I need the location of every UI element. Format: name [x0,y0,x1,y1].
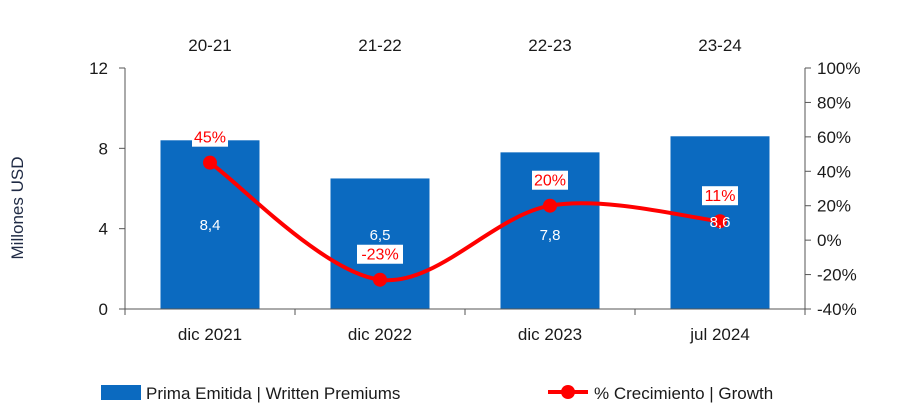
period-label: 23-24 [698,36,741,55]
period-label: 22-23 [528,36,571,55]
y-right-tick-label: 0% [817,231,842,250]
y-right-tick-label: 100% [817,59,860,78]
y-axis-title: Millones USD [8,157,27,260]
period-label: 21-22 [358,36,401,55]
y-left-tick-label: 4 [99,220,108,239]
legend-bar-label: Prima Emitida | Written Premiums [146,384,400,403]
bar-value-label: 8,4 [200,217,221,234]
bar-value-label: 7,8 [540,227,561,244]
growth-label-bg [532,170,568,190]
period-labels: 20-21 21-22 22-23 23-24 [188,36,741,55]
bar-value-label: 8,6 [710,214,731,231]
y-right-tick-label: 60% [817,128,851,147]
plot-area: 0 4 8 12 -40% -20% 0% 20% 40% 60% 80% 100% dic 2021 d… [89,59,860,344]
y-right-tick-label: 20% [817,197,851,216]
growth-label-bg [192,127,228,147]
x-tick-label: dic 2022 [348,325,412,344]
bar-2 [330,178,430,309]
legend-line-label: % Crecimiento | Growth [594,384,773,403]
y-right-tick-label: 40% [817,162,851,181]
growth-point-1 [203,155,217,170]
y-left-tick-label: 12 [89,59,108,78]
y-right-tick-label: -20% [817,266,857,285]
legend-bar-swatch [101,385,141,400]
growth-point-3 [543,198,557,213]
bar-series [160,136,770,309]
growth-label-bg [357,244,403,264]
y-right-tick-label: 80% [817,93,851,112]
growth-point-2 [373,272,387,287]
period-label: 20-21 [188,36,231,55]
legend: Prima Emitida | Written Premiums % Creci… [101,384,773,403]
growth-point-4 [713,214,727,229]
growth-line [208,161,721,283]
y-left-tick-label: 0 [99,300,108,319]
y-left-tick-label: 8 [99,139,108,158]
axes: 0 4 8 12 -40% -20% 0% 20% 40% 60% 80% 100% dic 2021 d… [89,59,860,344]
x-tick-label: dic 2021 [178,325,242,344]
x-tick-label: jul 2024 [689,325,750,344]
y-right-tick-label: -40% [817,300,857,319]
growth-label-bg [702,186,738,206]
legend-line-marker [561,385,575,399]
growth-value-label: -23% [361,247,398,264]
growth-value-label: 11% [705,188,736,205]
growth-value-label: 45% [194,130,226,147]
data-labels: 8,4 6,5 7,8 8,6 45% -23% 20% 11% [192,127,738,264]
x-tick-label: dic 2023 [518,325,582,344]
bar-value-label: 6,5 [370,227,391,244]
growth-series [203,155,727,287]
growth-value-label: 20% [534,173,566,190]
